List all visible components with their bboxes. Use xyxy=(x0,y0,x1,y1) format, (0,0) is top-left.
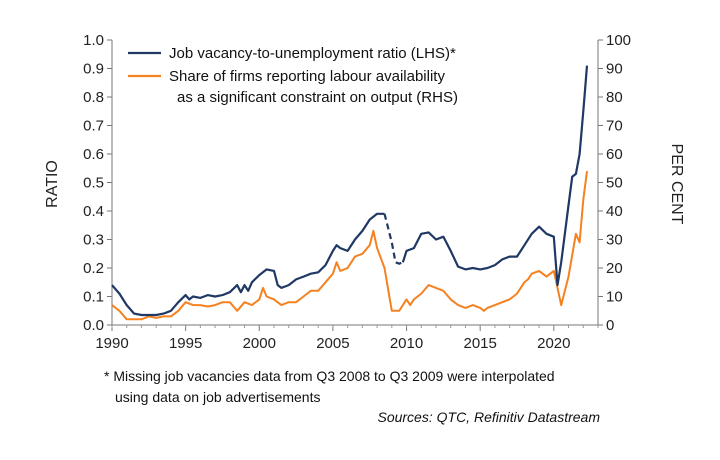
right-tick-label: 100 xyxy=(606,32,631,49)
left-tick-label: 0.1 xyxy=(83,289,104,306)
left-axis-title: RATIO xyxy=(44,160,61,208)
source-note: Sources: QTC, Refinitiv Datastream xyxy=(377,409,600,425)
right-tick-label: 50 xyxy=(606,175,623,192)
chart-series xyxy=(111,65,589,321)
right-tick-label: 20 xyxy=(606,260,623,277)
left-tick-label: 0.9 xyxy=(83,61,104,78)
footnote-line-1: * Missing job vacancies data from Q3 200… xyxy=(104,368,555,384)
right-tick-label: 10 xyxy=(606,289,623,306)
x-tick-label: 2005 xyxy=(316,335,349,352)
x-tick-label: 2020 xyxy=(537,335,570,352)
series-line-vacancy-ratio-interpolated xyxy=(383,213,404,265)
left-tick-label: 0.4 xyxy=(83,203,104,220)
x-tick-label: 2010 xyxy=(390,335,423,352)
legend-label-2-line-2: as a significant constraint on output (R… xyxy=(177,89,458,106)
left-tick-label: 0.6 xyxy=(83,146,104,163)
right-tick-label: 40 xyxy=(606,203,623,220)
left-tick-label: 0.3 xyxy=(83,232,104,249)
left-tick-label: 1.0 xyxy=(83,32,104,49)
series-line-vacancy-ratio-continued xyxy=(401,65,589,287)
left-tick-label: 0.8 xyxy=(83,89,104,106)
left-tick-label: 0.7 xyxy=(83,118,104,135)
right-tick-label: 80 xyxy=(606,89,623,106)
right-tick-label: 0 xyxy=(606,317,614,334)
footnote-line-2: using data on job advertisements xyxy=(115,389,321,405)
chart-axes: 0.0 0.1 0.2 0.3 0.4 0.5 0.6 0.7 0.8 0.9 1.0 0 10 20 30… xyxy=(83,32,631,352)
x-tick-label: 1995 xyxy=(169,335,202,352)
right-tick-label: 90 xyxy=(606,61,623,78)
right-tick-label: 60 xyxy=(606,146,623,163)
right-tick-label: 70 xyxy=(606,118,623,135)
left-tick-label: 0.5 xyxy=(83,175,104,192)
legend-label-2-line-1: Share of firms reporting labour availabi… xyxy=(169,68,445,85)
legend-label-1-line-1: Job vacancy-to-unemployment ratio (LHS)* xyxy=(169,45,456,62)
chart-legend: Job vacancy-to-unemployment ratio (LHS)*… xyxy=(128,45,458,106)
right-axis-title: PER CENT xyxy=(668,144,685,225)
footnote: * Missing job vacancies data from Q3 200… xyxy=(104,366,555,408)
left-tick-label: 0.0 xyxy=(83,317,104,334)
left-tick-label: 0.2 xyxy=(83,260,104,277)
series-line-labour-constraint xyxy=(111,170,588,321)
x-tick-label: 2015 xyxy=(463,335,496,352)
x-tick-label: 1990 xyxy=(95,335,128,352)
right-tick-label: 30 xyxy=(606,232,623,249)
series-line-vacancy-ratio xyxy=(111,212,385,317)
x-tick-label: 2000 xyxy=(243,335,276,352)
